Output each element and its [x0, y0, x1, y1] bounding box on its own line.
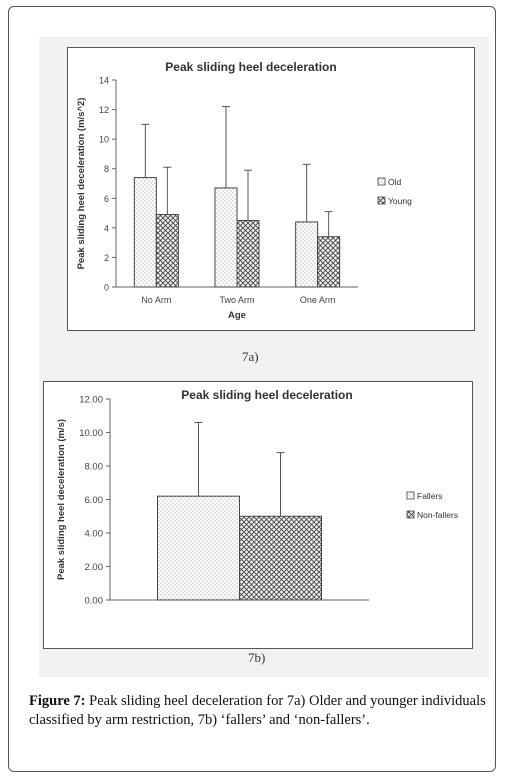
y-tick-label: 0: [104, 283, 109, 293]
chart-7b-svg: Peak sliding heel deceleration 0.00 2.00 4.…: [56, 388, 458, 607]
x-category-label: One Arm: [300, 295, 336, 305]
y-tick-label: 0.00: [85, 596, 104, 607]
x-category-label: Two Arm: [219, 295, 254, 305]
chart-panel-7b: Peak sliding heel deceleration 0.00 2.00 4.…: [43, 381, 473, 649]
caption-text: Peak sliding heel deceleration for 7a) O…: [29, 693, 486, 728]
y-tick-label: 10.00: [79, 428, 103, 439]
y-tick-label: 8: [104, 164, 109, 174]
caption-label: Figure 7:: [29, 693, 86, 709]
bar-fallers: [157, 495, 240, 601]
x-axis-title: Age: [228, 310, 246, 321]
legend-swatch: [406, 510, 415, 519]
y-tick-label: 4.00: [85, 529, 104, 540]
bar-young-no-arm: [155, 214, 179, 288]
legend-swatch: [406, 491, 415, 500]
y-tick-label: 10: [99, 135, 109, 145]
legend-label: Young: [388, 196, 412, 206]
legend-label: Non-fallers: [417, 510, 458, 520]
y-axis-title: Peak sliding heel deceleration (m/s): [56, 419, 67, 580]
figure-frame: Peak sliding heel deceleration 0 2 4 6 8 10 12 1…: [8, 6, 496, 772]
legend-label: Old: [388, 177, 402, 187]
y-axis-title: Peak sliding heel deceleration (m/s^2): [76, 98, 87, 270]
panel-label-7a: 7a): [242, 349, 259, 364]
bar-old-two-arm: [214, 187, 238, 288]
legend-swatch: [377, 196, 386, 205]
chart-panel-7a: Peak sliding heel deceleration 0 2 4 6 8 10 12 1…: [67, 47, 475, 331]
bar-old-no-arm: [133, 177, 157, 288]
y-tick-label: 6.00: [85, 495, 104, 506]
y-tick-label: 12: [99, 105, 109, 115]
bar-young-two-arm: [236, 219, 260, 288]
chart-title: Peak sliding heel deceleration: [165, 60, 336, 74]
x-category-label: No Arm: [141, 295, 171, 305]
y-tick-label: 6: [104, 194, 109, 204]
bar-old-one-arm: [295, 221, 319, 288]
y-tick-label: 4: [104, 223, 109, 233]
legend-swatch: [377, 177, 386, 186]
y-tick-label: 2: [104, 253, 109, 263]
bar-young-one-arm: [317, 236, 341, 288]
y-tick-label: 8.00: [85, 462, 104, 473]
legend-label: Fallers: [417, 491, 443, 501]
y-tick-label: 14: [99, 76, 109, 86]
chart-7a-svg: Peak sliding heel deceleration 0 2 4 6 8 10 12 1…: [76, 60, 412, 321]
chart-title: Peak sliding heel deceleration: [181, 388, 352, 402]
y-tick-label: 2.00: [85, 562, 104, 573]
figure-caption: Figure 7: Peak sliding heel deceleration…: [29, 692, 499, 730]
bar-non-fallers: [239, 515, 322, 601]
y-tick-label: 12.00: [79, 395, 103, 406]
panel-label-7b: 7b): [248, 650, 266, 665]
